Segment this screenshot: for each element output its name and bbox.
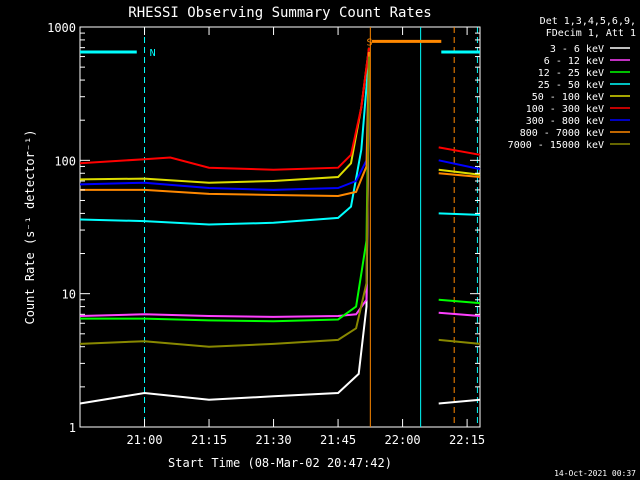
series-line-7 [80, 51, 481, 198]
x-tick-label-1: 21:15 [191, 433, 227, 447]
legend-label-8: 7000 - 15000 keV [508, 140, 604, 151]
series-line-4 [79, 47, 481, 184]
legend-label-4: 50 - 100 keV [532, 92, 604, 103]
legend-label-6: 300 - 800 keV [526, 116, 604, 127]
x-tick-label-3: 21:45 [320, 433, 356, 447]
series-line-0 [79, 56, 481, 405]
chart-title: RHESSI Observing Summary Count Rates [128, 5, 431, 21]
x-tick-label-2: 21:30 [255, 433, 291, 447]
annotation-label-0: N [150, 48, 156, 59]
legend-header-1: FDecim 1, Att 1 [546, 28, 636, 39]
y-tick-label-1: 10 [62, 288, 76, 302]
vertical-markers [144, 27, 478, 427]
series-lines [79, 47, 481, 405]
y-tick-label-3: 1000 [47, 21, 76, 35]
series-line-5 [79, 47, 481, 171]
legend-header-0: Det 1,3,4,5,6,9, [540, 16, 636, 27]
series-line-3 [79, 56, 481, 226]
series-line-2 [80, 56, 481, 323]
x-tick-label-0: 21:00 [126, 433, 162, 447]
x-tick-label-5: 22:15 [449, 433, 485, 447]
y-tick-label-0: 1 [69, 421, 76, 435]
x-axis-label: Start Time (08-Mar-02 20:47:42) [168, 456, 392, 470]
legend-label-0: 3 - 6 keV [550, 44, 604, 55]
attenuator-bars: NS [80, 37, 480, 59]
series-line-1 [79, 56, 481, 318]
y-axis-label: Count Rate (s⁻¹ detector⁻¹) [23, 129, 37, 324]
x-tick-label-4: 22:00 [385, 433, 421, 447]
legend-label-3: 25 - 50 keV [538, 80, 604, 91]
legend: Det 1,3,4,5,6,9,FDecim 1, Att 1 3 - 6 keV… [508, 16, 636, 151]
annotation-label-1: S [366, 37, 372, 48]
axis-ticks: 21:00 21:15 21:30 21:45 22:00 22:15 1 10 100 1000 [47, 21, 485, 447]
legend-label-5: 100 - 300 keV [526, 104, 604, 115]
legend-label-2: 12 - 25 keV [538, 68, 604, 79]
plot-frame [79, 26, 481, 428]
series-line-8 [79, 56, 481, 348]
series-line-6 [79, 51, 481, 191]
y-tick-label-2: 100 [54, 154, 76, 168]
timestamp-text: 14-Oct-2021 00:37 [554, 469, 636, 478]
legend-label-1: 6 - 12 keV [544, 56, 604, 67]
legend-label-7: 800 - 7000 keV [520, 128, 604, 139]
